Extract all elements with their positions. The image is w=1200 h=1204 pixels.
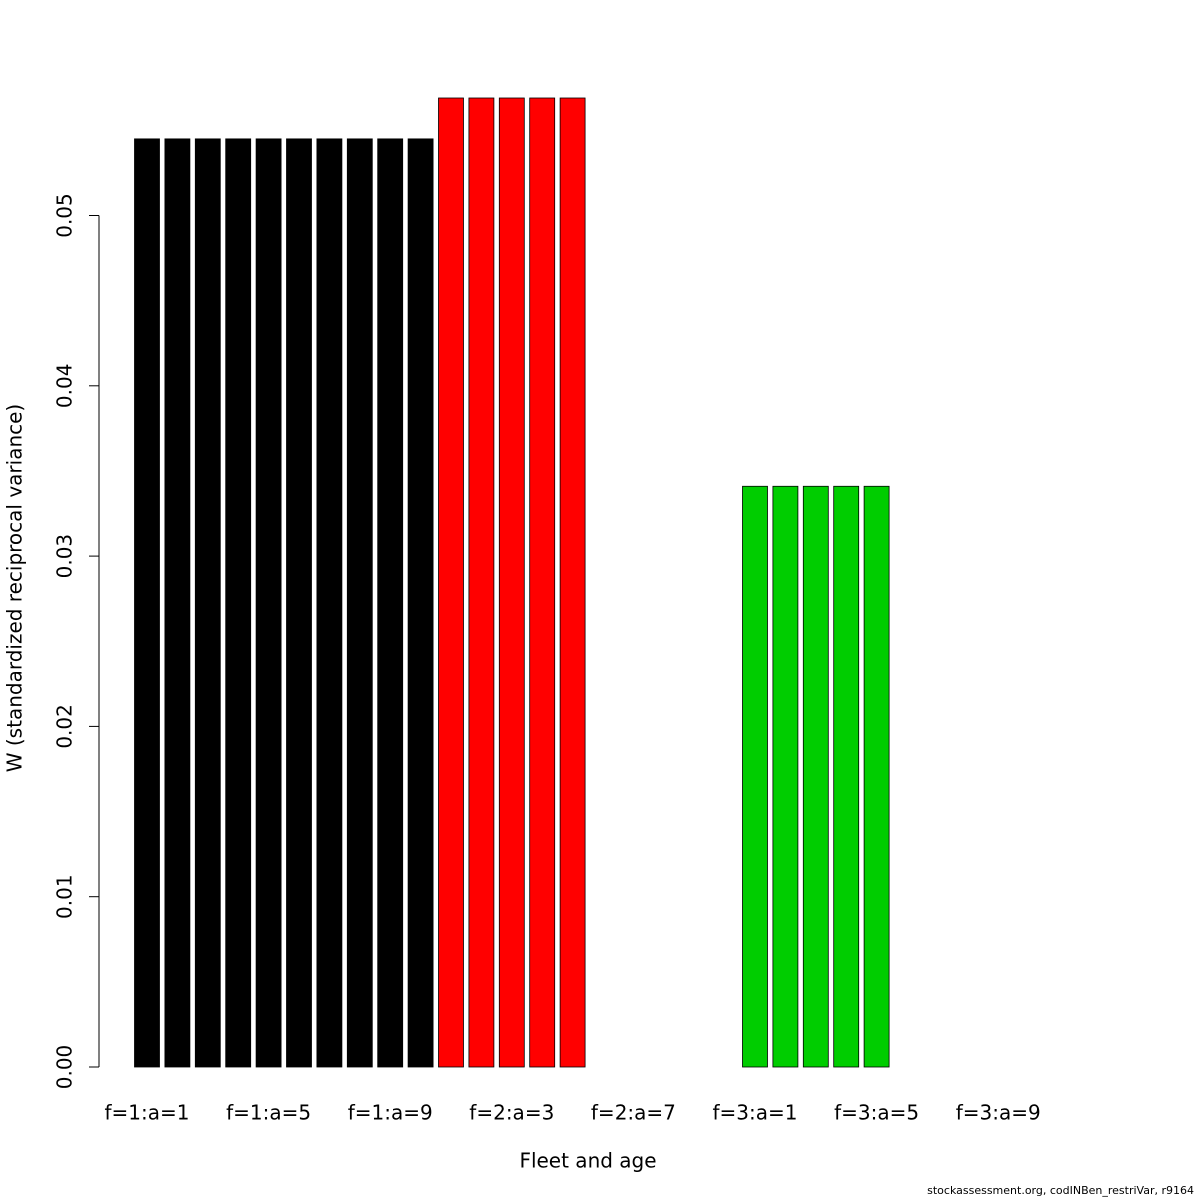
footnote: stockassessment.org, codINBen_restriVar,… [927, 1184, 1194, 1197]
y-tick-label: 0.01 [53, 874, 77, 919]
x-tick-label: f=1:a=1 [105, 1101, 190, 1125]
x-axis-label: Fleet and age [519, 1149, 656, 1173]
x-tick-label: f=3:a=1 [713, 1101, 798, 1125]
bar [863, 485, 890, 1068]
x-tick-label: f=3:a=9 [956, 1101, 1041, 1125]
y-axis-label: W (standardized reciprocal variance) [3, 404, 27, 773]
y-tick-label: 0.00 [53, 1045, 77, 1090]
x-tick-label: f=3:a=5 [834, 1101, 919, 1125]
bar [346, 138, 373, 1068]
y-tick-label: 0.02 [53, 704, 77, 749]
bar [833, 485, 860, 1068]
bar [438, 97, 464, 1068]
bar [802, 485, 829, 1068]
bar [407, 138, 434, 1068]
x-tick-label: f=2:a=7 [591, 1101, 676, 1125]
bar [286, 138, 312, 1068]
x-tick-label: f=2:a=3 [469, 1101, 554, 1125]
bar [468, 97, 495, 1068]
y-tick-label: 0.05 [53, 193, 77, 238]
y-tick-label: 0.03 [53, 534, 77, 579]
bar [316, 138, 343, 1068]
bar [529, 97, 556, 1068]
bar [772, 485, 799, 1068]
x-tick-label: f=1:a=9 [348, 1101, 433, 1125]
bar [377, 138, 404, 1068]
x-tick-label: f=1:a=5 [226, 1101, 311, 1125]
bar [742, 485, 768, 1068]
bar [194, 138, 221, 1068]
bar [134, 138, 160, 1068]
bar [498, 97, 525, 1068]
bar [164, 138, 191, 1068]
bar [559, 97, 586, 1068]
bar [255, 138, 282, 1068]
y-tick-label: 0.04 [53, 364, 77, 409]
bar [225, 138, 252, 1068]
